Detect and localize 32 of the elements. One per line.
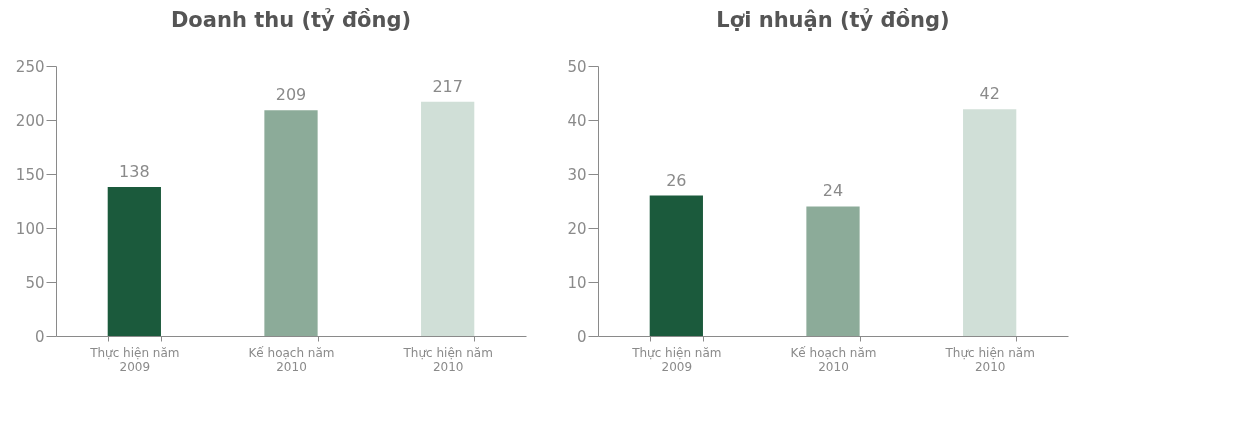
y-tick-label: 40	[567, 111, 587, 130]
y-tick-label: 50	[25, 273, 45, 292]
y-tick-label: 100	[15, 219, 45, 238]
y-tick-label: 150	[15, 165, 45, 184]
y-tick-label: 0	[576, 327, 587, 346]
chart-title: Lợi nhuận (tỷ đồng)	[716, 8, 950, 32]
data-label: 24	[822, 181, 844, 201]
y-tick-label: 200	[15, 111, 45, 130]
data-label: 26	[666, 170, 687, 190]
bar	[421, 101, 475, 336]
data-label: 217	[432, 76, 463, 96]
bar	[649, 195, 703, 336]
bar	[107, 186, 161, 336]
bar	[806, 206, 860, 336]
data-label: 209	[275, 85, 307, 105]
x-tick-label: Kế hoạch năm 2010	[790, 345, 877, 374]
x-tick-label: Thực hiện năm 2009	[89, 345, 180, 374]
data-label: 138	[119, 161, 150, 181]
x-tick-label: Thực hiện năm 2009	[631, 345, 722, 374]
bar	[963, 109, 1017, 336]
x-tick-label: Thực hiện năm 2010	[402, 345, 493, 374]
x-tick-label: Thực hiện năm 2010	[944, 345, 1035, 374]
x-tick-label: Kế hoạch năm 2010	[248, 345, 335, 374]
y-tick-label: 250	[15, 57, 45, 76]
chart-title: Doanh thu (tỷ đồng)	[170, 8, 412, 32]
bar	[264, 110, 318, 336]
data-label: 42	[979, 84, 1000, 104]
y-tick-label: 50	[567, 57, 587, 76]
y-tick-label: 0	[34, 327, 45, 346]
y-tick-label: 30	[567, 165, 587, 184]
y-tick-label: 10	[567, 273, 587, 292]
y-tick-label: 20	[567, 219, 587, 238]
